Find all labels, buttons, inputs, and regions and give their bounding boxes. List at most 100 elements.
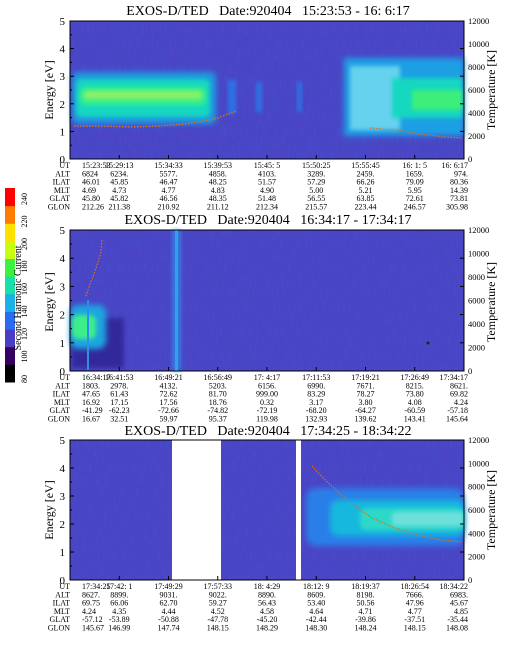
orbit-value: 145.67 bbox=[82, 624, 104, 633]
colorbar-tick-label: 100 bbox=[20, 351, 29, 363]
orbit-value: 18:34:22 bbox=[440, 582, 468, 591]
colorbar-swatch bbox=[5, 293, 15, 312]
orbit-value: 59.27 bbox=[209, 599, 227, 608]
orbit-value: 6990. bbox=[307, 381, 325, 390]
orbit-value: 15:45: 5 bbox=[254, 161, 280, 170]
orbit-row-label: GLAT bbox=[50, 406, 71, 415]
colorbar-tick-label: 120 bbox=[20, 328, 29, 340]
orbit-value: 211.38 bbox=[108, 203, 130, 212]
orbit-row-label: ALT bbox=[55, 169, 70, 178]
panel-3-data-gap bbox=[172, 440, 221, 580]
orbit-value: 139.62 bbox=[355, 415, 377, 424]
orbit-value: 72.61 bbox=[406, 194, 424, 203]
panel-1-polar-core bbox=[412, 90, 462, 110]
orbit-value: 3289. bbox=[307, 169, 325, 178]
temperature-tick-label: 12000 bbox=[468, 16, 489, 26]
energy-tick-label: 4 bbox=[60, 463, 66, 475]
orbit-value: -74.82 bbox=[207, 406, 228, 415]
orbit-value: 146.99 bbox=[108, 624, 130, 633]
orbit-value: 1659. bbox=[406, 169, 424, 178]
orbit-value: 305.98 bbox=[446, 203, 468, 212]
orbit-value: -39.86 bbox=[355, 615, 376, 624]
orbit-value: 17:57:33 bbox=[204, 582, 232, 591]
energy-tick-label: 2 bbox=[60, 99, 66, 111]
panel-2-temperature-trace bbox=[85, 239, 103, 297]
orbit-row-label: GLON bbox=[48, 203, 70, 212]
orbit-value: 15:55:45 bbox=[351, 161, 379, 170]
orbit-value: 132.93 bbox=[305, 415, 327, 424]
panel-2-streak-glow bbox=[172, 230, 181, 371]
orbit-value: 56.43 bbox=[258, 599, 276, 608]
orbit-row-label: ILAT bbox=[53, 178, 70, 187]
orbit-value: 148.15 bbox=[404, 624, 426, 633]
orbit-value: 4103. bbox=[258, 169, 276, 178]
orbit-value: 15:39:53 bbox=[204, 161, 232, 170]
orbit-value: -68.20 bbox=[306, 406, 327, 415]
temperature-tick-label: 4000 bbox=[468, 108, 485, 118]
panel-2: EXOS-D/TED Date:920404 16:34:17 - 17:34:… bbox=[42, 213, 498, 424]
panel-3-title: EXOS-D/TED Date:920404 17:34:25 - 18:34:… bbox=[125, 424, 412, 439]
orbit-value: 999.00 bbox=[256, 390, 278, 399]
orbit-value: 119.98 bbox=[256, 415, 278, 424]
orbit-value: 6234. bbox=[110, 169, 128, 178]
orbit-row-label: GLON bbox=[48, 415, 70, 424]
orbit-value: 5203. bbox=[209, 381, 227, 390]
temperature-tick-label: 8000 bbox=[468, 272, 485, 282]
orbit-value: 4.35 bbox=[112, 607, 126, 616]
energy-tick-label: 1 bbox=[60, 547, 66, 559]
energy-tick-label: 2 bbox=[60, 310, 66, 322]
orbit-value: 46.56 bbox=[160, 194, 178, 203]
orbit-value: 69.75 bbox=[82, 599, 100, 608]
orbit-value: 17:34:25 bbox=[82, 582, 110, 591]
temperature-tick-label: 2000 bbox=[468, 552, 485, 562]
orbit-value: 8198. bbox=[357, 590, 375, 599]
orbit-row-label: ILAT bbox=[53, 599, 70, 608]
orbit-value: 143.41 bbox=[404, 415, 426, 424]
colorbar-swatch bbox=[5, 276, 15, 295]
temperature-tick-label: 10000 bbox=[468, 458, 489, 468]
orbit-value: 32.51 bbox=[110, 415, 128, 424]
colorbar-swatch bbox=[5, 205, 15, 224]
orbit-value: 50.56 bbox=[357, 599, 375, 608]
orbit-value: -41.29 bbox=[82, 406, 103, 415]
orbit-value: -64.27 bbox=[355, 406, 376, 415]
orbit-value: 8627. bbox=[82, 590, 100, 599]
panel-1-spectrogram bbox=[70, 21, 464, 159]
orbit-value: -50.88 bbox=[158, 615, 179, 624]
colorbar-swatch bbox=[5, 364, 15, 383]
panel-2-texture bbox=[70, 230, 464, 371]
colorbar-tick-label: 160 bbox=[20, 283, 29, 295]
temperature-tick-label: 0 bbox=[468, 575, 472, 585]
temperature-tick-label: 10000 bbox=[468, 249, 489, 259]
orbit-value: 79.09 bbox=[406, 178, 424, 187]
orbit-value: 56.55 bbox=[307, 194, 325, 203]
panel-1-temperature-trace bbox=[74, 110, 237, 128]
orbit-value: 62.70 bbox=[160, 599, 178, 608]
orbit-value: 16: 1: 5 bbox=[403, 161, 427, 170]
colorbar-swatch bbox=[5, 346, 15, 365]
orbit-value: 147.74 bbox=[158, 624, 180, 633]
panel-1: EXOS-D/TED Date:920404 15:23:53 - 16: 6:… bbox=[42, 4, 498, 212]
orbit-value: 45.80 bbox=[82, 194, 100, 203]
orbit-row-label: MLT bbox=[54, 186, 70, 195]
orbit-value: 4.52 bbox=[211, 607, 225, 616]
orbit-value: 78.27 bbox=[357, 390, 375, 399]
orbit-value: -60.59 bbox=[404, 406, 425, 415]
panel-1-ylabel-left: Energy [eV] bbox=[42, 60, 56, 119]
orbit-value: 83.29 bbox=[307, 390, 325, 399]
energy-tick-label: 3 bbox=[60, 491, 66, 503]
orbit-value: 45.85 bbox=[110, 178, 128, 187]
orbit-row-label: UT bbox=[59, 161, 70, 170]
orbit-value: 17.15 bbox=[110, 398, 128, 407]
orbit-value: 17:49:29 bbox=[154, 582, 182, 591]
energy-tick-label: 5 bbox=[60, 435, 66, 447]
orbit-value: 212.34 bbox=[256, 203, 278, 212]
energy-tick-label: 3 bbox=[60, 71, 66, 83]
orbit-value: -72.19 bbox=[257, 406, 278, 415]
orbit-value: 9031. bbox=[160, 590, 178, 599]
panel-2-left-axis: 0 1 2 3 4 5 bbox=[60, 225, 464, 378]
orbit-value: 6824 bbox=[82, 169, 98, 178]
orbit-value: 59.97 bbox=[160, 415, 178, 424]
